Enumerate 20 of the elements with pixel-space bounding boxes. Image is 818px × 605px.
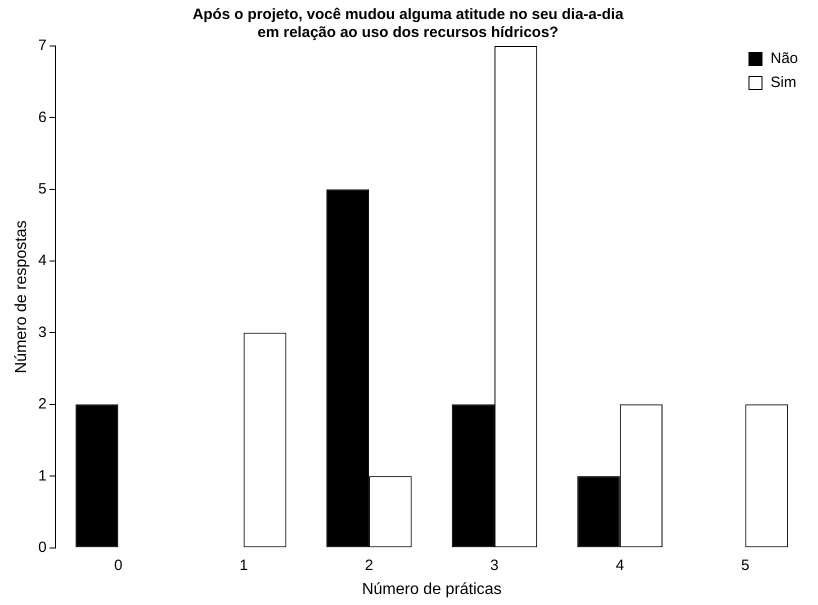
x-axis-title: Número de práticas xyxy=(362,580,502,598)
x-tick-label: 3 xyxy=(490,556,499,574)
y-tick-label: 2 xyxy=(38,396,47,413)
y-axis-title: Número de respostas xyxy=(13,220,30,374)
x-tick-label: 5 xyxy=(741,556,750,574)
legend-label: Sim xyxy=(770,74,796,92)
y-tick-label: 6 xyxy=(38,108,47,126)
legend-label: Não xyxy=(770,50,798,68)
bar xyxy=(76,404,118,548)
x-tick-label: 4 xyxy=(616,556,624,574)
x-tick-label: 1 xyxy=(239,556,248,574)
y-tick-label: 0 xyxy=(38,538,47,556)
chart-title: Após o projeto, você mudou alguma atitude no seu dia-a-dia em relação ao uso dos recursos hídricos? xyxy=(192,6,624,42)
y-tick-label: 5 xyxy=(38,180,47,198)
y-tick-label: 1 xyxy=(38,467,47,484)
y-tick-label: 7 xyxy=(38,37,47,54)
y-tick-label: 4 xyxy=(38,252,47,270)
y-tick-label: 3 xyxy=(38,324,47,341)
x-tick-label: 0 xyxy=(114,556,122,574)
x-tick-label: 2 xyxy=(364,556,374,574)
